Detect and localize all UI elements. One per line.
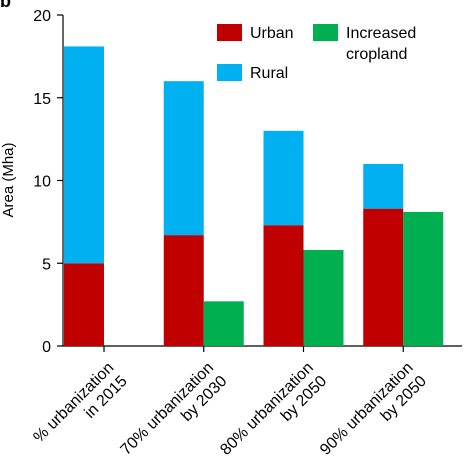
y-tick-label: 20 [33,8,51,25]
bar-increased-cropland [303,250,344,346]
bar-rural [64,46,104,264]
bar-urban [263,225,304,346]
y-axis-label: Area (Mha) [0,142,17,217]
y-tick-label: 15 [33,91,51,108]
legend-swatch [313,24,338,41]
bar-urban [64,263,104,346]
bar-increased-cropland [403,211,444,346]
bar-rural [263,130,304,226]
y-tick-label: 0 [42,339,51,356]
bar-rural [363,163,404,209]
bar-increased-cropland [203,301,244,346]
legend-label: cropland [346,46,407,63]
legend: Urban Increased cropland Rural [217,24,416,82]
bar-urban [163,235,204,346]
y-axis: 0 5 10 15 20 [33,8,63,356]
legend-label: Increased [346,25,416,42]
legend-swatch [217,24,242,41]
panel-label: b [0,0,11,11]
bar-rural [163,81,204,236]
legend-label: Rural [250,65,288,82]
legend-label: Urban [250,25,294,42]
y-tick-label: 10 [33,174,51,191]
legend-swatch [217,64,242,81]
bars [64,46,444,346]
bar-urban [363,208,404,346]
y-tick-label: 5 [42,256,51,273]
